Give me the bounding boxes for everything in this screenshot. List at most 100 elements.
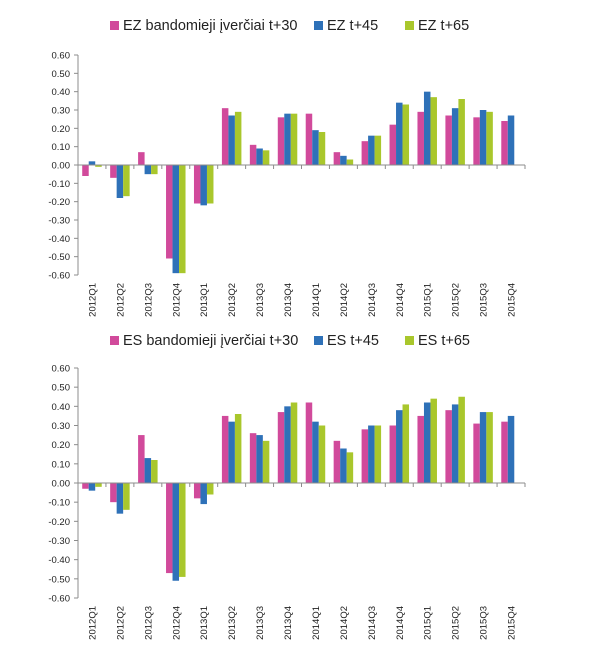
chart-1-bar-2014Q2-s3 xyxy=(346,159,354,165)
chart-2-x-tick-label: 2012Q4 xyxy=(171,606,182,640)
chart-1-bar-2014Q1-s2 xyxy=(312,130,319,165)
chart-2-bar-2012Q3-s2 xyxy=(144,458,152,483)
chart-2-y-tick-label: -0.20 xyxy=(48,517,70,528)
chart-1-bar-2013Q3-s3 xyxy=(262,150,270,165)
chart-2-bar-2015Q3-s1 xyxy=(473,423,480,483)
chart-1-bar-2012Q1-s2 xyxy=(88,161,96,165)
chart-1-bar-2012Q3-s3 xyxy=(151,165,158,175)
chart-1-bar-2013Q2-s1 xyxy=(221,108,229,165)
chart-2-bar-2014Q4-s1 xyxy=(389,425,397,483)
chart-2-x-tick-label: 2015Q3 xyxy=(479,606,490,640)
chart-2-y-tick-label: -0.60 xyxy=(48,594,70,605)
chart-1-y-tick-label: -0.50 xyxy=(48,252,70,263)
chart-2-legend-label-3: ES t+65 xyxy=(418,333,470,349)
chart-1-bar-2014Q3-s3 xyxy=(374,135,382,165)
chart-1-bar-2015Q2-s1 xyxy=(445,115,452,165)
chart-2-bar-2014Q1-s2 xyxy=(312,421,319,483)
chart-2-bar-2014Q3-s2 xyxy=(368,425,375,483)
chart-2-bar-2014Q4-s2 xyxy=(396,410,403,483)
chart-1-legend-label-1: EZ bandomieji įverčiai t+30 xyxy=(123,18,298,34)
chart-2-x-tick-label: 2015Q1 xyxy=(423,606,434,640)
chart-2-y-tick-label: 0.50 xyxy=(52,383,71,394)
chart-1-bar-2013Q3-s1 xyxy=(249,144,257,165)
chart-1-x-tick-label: 2013Q1 xyxy=(199,283,210,317)
chart-1-bar-2014Q2-s1 xyxy=(333,152,341,165)
chart-1-y-tick-label: -0.40 xyxy=(48,234,70,245)
chart-1-y-tick-label: -0.20 xyxy=(48,197,70,208)
chart-1-bar-2012Q2-s2 xyxy=(116,165,124,198)
chart-2-bar-2013Q1-s3 xyxy=(206,483,214,495)
chart-2-bar-2015Q1-s1 xyxy=(417,415,424,483)
chart-2-bar-2012Q1-s3 xyxy=(95,483,102,487)
chart-2-bar-2014Q2-s2 xyxy=(340,448,347,483)
chart-1-bar-2015Q2-s2 xyxy=(451,108,459,165)
chart-1-bar-2015Q1-s2 xyxy=(423,91,431,165)
chart-1-x-tick-label: 2015Q2 xyxy=(451,283,462,317)
chart-1-bar-2014Q1-s1 xyxy=(305,113,313,165)
chart-1-bar-2015Q2-s3 xyxy=(458,99,465,165)
chart-2-y-tick-label: 0.10 xyxy=(52,459,71,470)
chart-2-bar-2014Q1-s1 xyxy=(305,402,313,483)
chart-1-bar-2015Q4-s1 xyxy=(501,121,508,165)
chart-1-y-tick-label: -0.60 xyxy=(48,271,70,282)
chart-1-bar-2014Q4-s1 xyxy=(389,124,397,165)
chart-2-y-tick-label: 0.00 xyxy=(52,479,71,490)
chart-1-bar-2014Q4-s3 xyxy=(402,104,410,165)
chart-1-x-tick-label: 2012Q4 xyxy=(171,283,182,317)
chart-2-bar-2013Q2-s2 xyxy=(228,421,235,483)
chart-1-x-tick-label: 2012Q2 xyxy=(115,283,126,317)
chart-1-bar-2014Q2-s2 xyxy=(340,155,347,165)
chart-1-bar-2013Q2-s3 xyxy=(234,111,242,165)
chart-1-legend-label-2: EZ t+45 xyxy=(327,18,378,34)
chart-2-x-tick-label: 2014Q2 xyxy=(339,606,350,640)
chart-1-bar-2015Q1-s3 xyxy=(430,97,437,165)
chart-1-x-tick-label: 2013Q2 xyxy=(227,283,238,317)
chart-1-bar-2013Q4-s1 xyxy=(277,117,285,165)
chart-1-bar-2014Q3-s2 xyxy=(368,135,375,165)
chart-2-bar-2013Q1-s2 xyxy=(200,483,207,505)
chart-2-bar-2014Q3-s1 xyxy=(361,429,369,483)
chart-1-bar-2015Q3-s3 xyxy=(486,111,493,165)
chart-2-y-tick-label: 0.60 xyxy=(52,364,71,375)
chart-1-bar-2012Q4-s1 xyxy=(166,165,173,259)
chart-1-bar-2015Q4-s2 xyxy=(507,115,515,165)
chart-2-bar-2014Q2-s3 xyxy=(346,452,354,483)
chart-2-bar-2014Q1-s3 xyxy=(318,425,326,483)
chart-1-bar-2013Q4-s2 xyxy=(284,113,291,165)
chart-1-y-tick-label: -0.30 xyxy=(48,216,70,227)
chart-1-x-tick-label: 2014Q2 xyxy=(339,283,350,317)
chart-2-legend-swatch-2 xyxy=(314,336,323,345)
chart-1-x-tick-label: 2012Q1 xyxy=(87,283,98,317)
chart-2-bar-2013Q4-s1 xyxy=(277,412,285,483)
chart-2-bar-2014Q2-s1 xyxy=(333,440,341,483)
chart-2-bar-2012Q2-s1 xyxy=(110,483,117,503)
chart-2-bar-2012Q1-s2 xyxy=(88,483,96,491)
chart-1-y-tick-label: 0.60 xyxy=(52,51,71,62)
chart-2-bar-2014Q4-s3 xyxy=(402,404,410,483)
chart-1-bar-2012Q2-s1 xyxy=(110,165,117,178)
chart-1-x-tick-label: 2014Q1 xyxy=(311,283,322,317)
chart-2-x-tick-label: 2015Q4 xyxy=(507,606,518,640)
chart-2-x-tick-label: 2013Q1 xyxy=(199,606,210,640)
chart-1-bar-2013Q4-s3 xyxy=(290,113,298,165)
chart-1-bar-2012Q4-s2 xyxy=(172,165,180,274)
chart-2-bar-2015Q1-s2 xyxy=(423,402,431,483)
chart-1-y-tick-label: -0.10 xyxy=(48,179,70,190)
chart-2-x-tick-label: 2012Q3 xyxy=(143,606,154,640)
chart-1-legend-swatch-2 xyxy=(314,21,323,30)
chart-2-bar-2012Q2-s3 xyxy=(123,483,130,510)
chart-2-bar-2015Q3-s3 xyxy=(486,412,493,483)
chart-2-bar-2013Q2-s1 xyxy=(221,415,229,483)
chart-1-legend-swatch-3 xyxy=(405,21,414,30)
chart-2-y-tick-label: -0.10 xyxy=(48,498,70,509)
chart-2-y-tick-label: -0.50 xyxy=(48,574,70,585)
chart-1-bar-2013Q3-s2 xyxy=(256,148,263,165)
chart-1-y-tick-label: 0.00 xyxy=(52,161,71,172)
chart-2-x-tick-label: 2015Q2 xyxy=(451,606,462,640)
chart-1-x-tick-label: 2014Q3 xyxy=(367,283,378,317)
chart-2-bar-2015Q1-s3 xyxy=(430,398,437,483)
chart-2-legend-swatch-1 xyxy=(110,336,119,345)
chart-2-bar-2013Q3-s2 xyxy=(256,435,263,483)
